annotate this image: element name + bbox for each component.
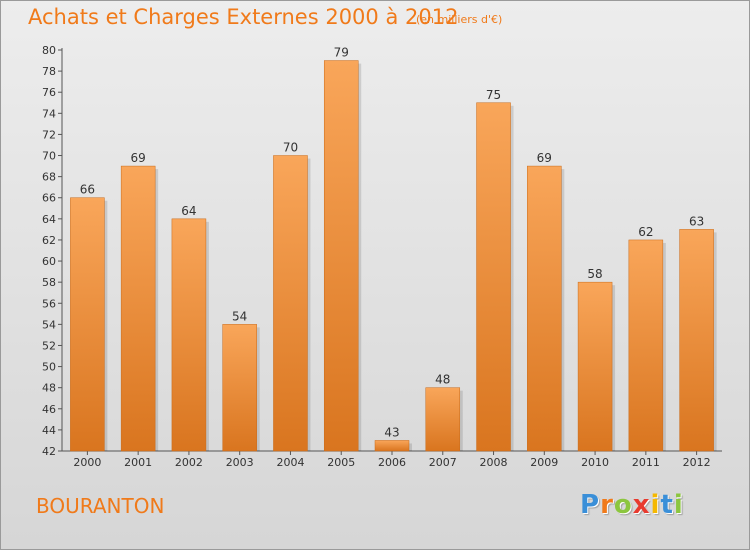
- logo-letter: i: [650, 490, 661, 520]
- y-tick-label: 58: [42, 276, 56, 289]
- bar: [273, 155, 308, 452]
- y-tick-label: 46: [42, 403, 56, 416]
- bar: [222, 324, 257, 452]
- x-tick-label: 2001: [124, 456, 152, 469]
- chart-subtitle: (en milliers d'€): [416, 13, 503, 26]
- y-tick-label: 56: [42, 297, 56, 310]
- bar-value-label: 64: [181, 204, 196, 218]
- bar-value-label: 69: [131, 151, 146, 165]
- y-tick-label: 64: [42, 213, 56, 226]
- x-tick-label: 2012: [683, 456, 711, 469]
- x-tick-label: 2009: [530, 456, 558, 469]
- bar-value-label: 79: [334, 46, 349, 60]
- chart-bars: [70, 60, 717, 452]
- bar: [171, 218, 207, 452]
- x-tick-label: 2005: [327, 456, 355, 469]
- y-tick-label: 54: [42, 318, 56, 331]
- y-tick-label: 76: [42, 86, 56, 99]
- bar: [425, 387, 461, 452]
- y-tick-label: 78: [42, 65, 56, 78]
- logo-letter: r: [600, 490, 614, 520]
- bar-value-label: 48: [435, 373, 450, 387]
- logo-letter: t: [660, 490, 674, 520]
- y-tick-label: 80: [42, 44, 56, 57]
- bar: [374, 440, 410, 452]
- bar-value-label: 54: [232, 309, 247, 323]
- x-tick-label: 2003: [226, 456, 254, 469]
- bar: [120, 165, 156, 452]
- chart-title: Achats et Charges Externes 2000 à 2012: [28, 5, 459, 29]
- y-tick-label: 70: [42, 150, 56, 163]
- y-tick-label: 44: [42, 424, 56, 437]
- y-tick-label: 52: [42, 339, 56, 352]
- bar: [323, 60, 359, 452]
- bar-value-label: 66: [80, 183, 95, 197]
- x-tick-label: 2004: [276, 456, 304, 469]
- bar: [70, 197, 105, 452]
- logo-letter: P: [580, 490, 601, 520]
- chart-labels: 2000 66 2001 69 2002 64 2003 54 2004 70 2005 79 2006…: [73, 46, 710, 469]
- proxiti-logo: Proxiti: [580, 490, 684, 520]
- x-tick-label: 2011: [632, 456, 660, 469]
- y-tick-label: 66: [42, 192, 56, 205]
- bar: [628, 239, 664, 452]
- logo-letter: o: [613, 490, 633, 520]
- y-tick-label: 74: [42, 107, 56, 120]
- bar-value-label: 63: [689, 214, 704, 228]
- commune-name: BOURANTON: [36, 494, 165, 518]
- x-tick-label: 2007: [429, 456, 457, 469]
- y-tick-label: 62: [42, 234, 56, 247]
- bar: [476, 102, 511, 452]
- y-tick-label: 48: [42, 382, 56, 395]
- bar-value-label: 43: [384, 425, 399, 439]
- x-tick-label: 2008: [480, 456, 508, 469]
- bar-value-label: 75: [486, 88, 501, 102]
- bar: [527, 165, 562, 452]
- bar-value-label: 70: [283, 141, 298, 155]
- x-tick-label: 2000: [73, 456, 101, 469]
- bar: [577, 281, 613, 452]
- bar-value-label: 69: [537, 151, 552, 165]
- x-tick-label: 2006: [378, 456, 406, 469]
- logo-letter: i: [673, 490, 684, 520]
- y-tick-label: 60: [42, 255, 56, 268]
- y-tick-label: 42: [42, 445, 56, 458]
- bar-value-label: 58: [587, 267, 602, 281]
- y-tick-label: 50: [42, 361, 56, 374]
- y-tick-label: 72: [42, 128, 56, 141]
- x-tick-label: 2002: [175, 456, 203, 469]
- logo-letter: x: [632, 490, 651, 520]
- bar-value-label: 62: [638, 225, 653, 239]
- x-tick-label: 2010: [581, 456, 609, 469]
- y-tick-label: 68: [42, 171, 56, 184]
- bar: [679, 229, 714, 452]
